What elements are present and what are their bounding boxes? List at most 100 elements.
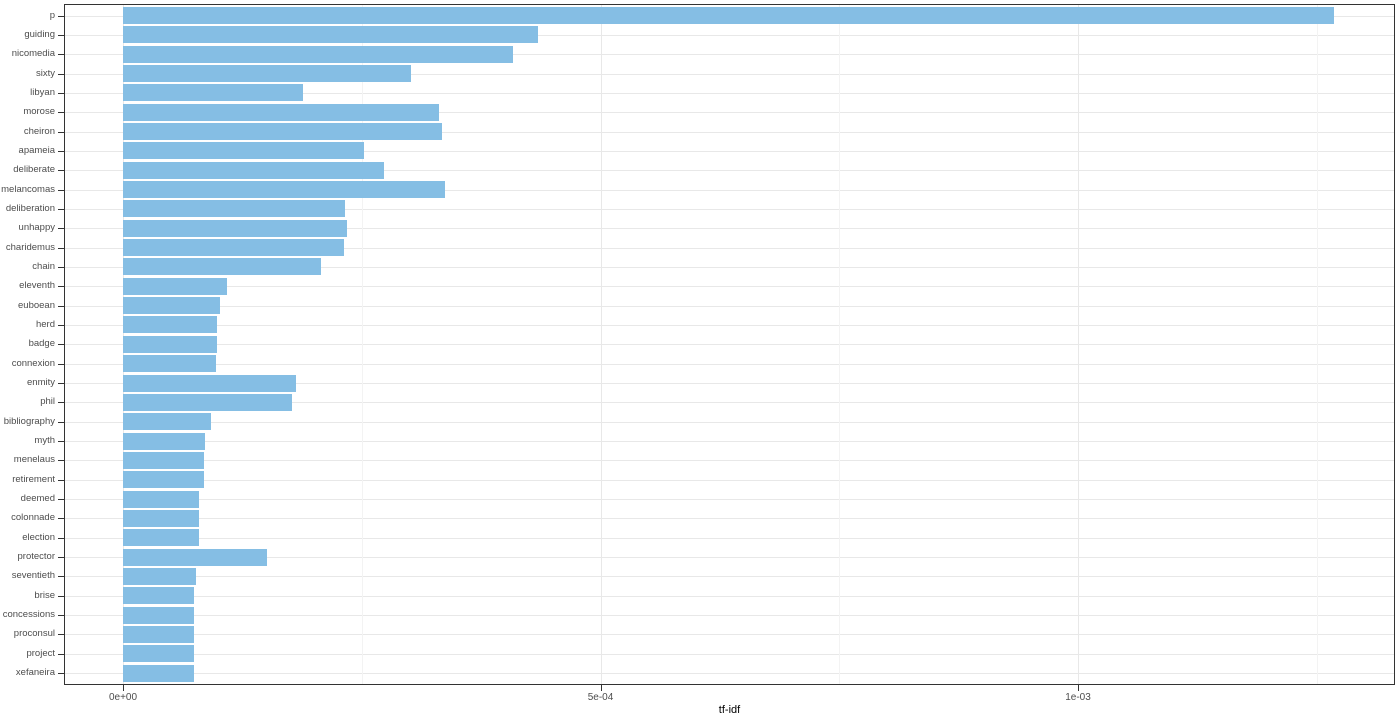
gridline-y-major	[65, 673, 1394, 675]
y-tick-label: deliberation	[5, 202, 55, 214]
y-tick-label: melancomas	[1, 183, 55, 195]
gridline-y-major	[65, 479, 1394, 481]
bar	[123, 142, 364, 160]
y-tick-label: myth	[34, 435, 55, 446]
gridline-y-major	[65, 595, 1394, 597]
bar	[123, 471, 205, 489]
gridline-y-major	[65, 324, 1394, 326]
gridline-y-major	[65, 54, 1394, 56]
y-tick-label: colonnade	[11, 512, 55, 524]
gridline-x-minor	[361, 5, 363, 684]
gridline-y-major	[65, 363, 1394, 365]
gridline-y-major	[65, 537, 1394, 539]
bar	[123, 548, 268, 566]
gridline-y-major	[65, 228, 1394, 230]
y-tick-label: euboean	[18, 299, 55, 311]
gridline-y-major	[65, 34, 1394, 36]
gridline-y-major	[65, 499, 1394, 500]
y-tick-label: seventieth	[11, 570, 55, 582]
bar	[123, 45, 513, 63]
bar	[123, 529, 200, 547]
gridline-y-major	[65, 518, 1394, 520]
bar	[123, 26, 538, 44]
gridline-y-major	[65, 208, 1394, 210]
bar	[123, 7, 1334, 24]
bar	[123, 123, 442, 140]
x-tick-label: 5e-04	[587, 692, 614, 703]
y-tick-label: apameia	[18, 144, 55, 156]
x-tick-label: 1e-03	[1065, 692, 1091, 703]
gridline-y-major	[65, 150, 1394, 152]
bar	[123, 393, 292, 411]
bar	[123, 65, 411, 82]
y-tick-label: deliberate	[13, 164, 55, 176]
y-tick-label: xefaneira	[15, 667, 55, 679]
y-tick-label: unhappy	[18, 222, 55, 234]
x-tick-label: 0e+00	[108, 692, 138, 703]
y-tick-label: phil	[40, 396, 55, 408]
y-tick-label: menelaus	[13, 454, 55, 466]
y-tick-label: cheiron	[23, 125, 55, 137]
gridline-x-minor	[1316, 5, 1318, 684]
gridline-y-major	[65, 170, 1394, 172]
gridline-x-major	[600, 5, 602, 684]
bar	[123, 181, 445, 199]
x-tick-mark	[1078, 685, 1079, 691]
y-tick-label: morose	[23, 106, 55, 118]
gridline-y-major	[65, 286, 1394, 288]
gridline-y-major	[65, 460, 1394, 462]
y-tick-label: election	[22, 531, 55, 543]
x-tick-mark	[600, 685, 602, 691]
y-tick-label: sixty	[36, 67, 55, 79]
gridline-y-major	[65, 112, 1394, 114]
y-tick-label: retirement	[12, 473, 55, 485]
y-tick-label: nicomedia	[11, 48, 55, 60]
y-tick-label: protector	[17, 551, 56, 562]
y-tick-label: herd	[35, 318, 55, 330]
y-tick-label: libyan	[30, 86, 55, 98]
bar	[123, 200, 345, 218]
x-axis-title: tf-idf	[718, 704, 741, 716]
bar	[123, 413, 211, 431]
gridline-y-major	[65, 576, 1394, 578]
bar	[123, 645, 194, 663]
bar	[123, 567, 196, 585]
gridline-y-major	[65, 189, 1394, 191]
bar	[123, 316, 217, 334]
gridline-y-major	[65, 92, 1394, 94]
x-tick-mark	[123, 685, 124, 691]
y-tick-label: brise	[34, 589, 55, 601]
y-tick-label: bibliography	[3, 415, 55, 427]
gridline-x-minor	[839, 5, 841, 684]
gridline-y-major	[65, 653, 1394, 655]
gridline-y-major	[65, 615, 1394, 616]
bar	[123, 374, 296, 392]
gridline-y-major	[65, 344, 1394, 346]
y-tick-label: charidemus	[5, 241, 55, 253]
bar	[123, 625, 194, 643]
gridline-y-major	[65, 383, 1394, 384]
bar	[123, 258, 321, 276]
gridline-y-major	[65, 557, 1394, 558]
bar	[123, 606, 194, 624]
gridline-y-major	[65, 421, 1394, 423]
y-tick-label: concessions	[2, 609, 55, 620]
y-tick-label: enmity	[27, 377, 55, 388]
gridline-y-major	[65, 305, 1394, 307]
gridline-y-major	[65, 131, 1394, 133]
gridline-y-major	[65, 247, 1394, 249]
gridline-y-major	[65, 441, 1394, 442]
bar	[123, 587, 194, 605]
gridline-x-major	[1078, 5, 1079, 684]
bar	[123, 103, 440, 121]
bar	[123, 509, 200, 527]
bar	[123, 277, 228, 295]
bar	[123, 432, 206, 450]
gridline-y-major	[65, 266, 1394, 268]
bar	[123, 664, 194, 682]
bar	[123, 335, 217, 353]
bar	[123, 84, 303, 102]
y-tick-label: connexion	[11, 357, 55, 369]
y-tick-label: chain	[32, 260, 55, 272]
